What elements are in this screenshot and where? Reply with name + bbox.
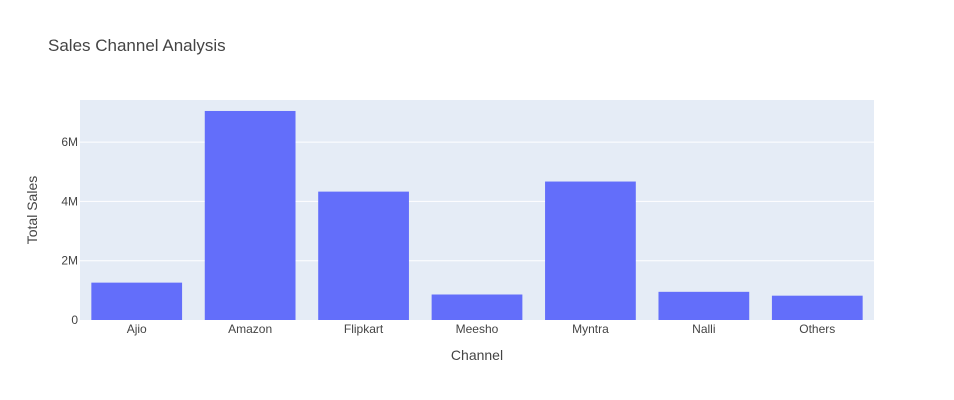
- x-axis-title: Channel: [451, 347, 503, 363]
- x-axis-ticks: Ajio Amazon Flipkart Meesho Myntra Nalli Other…: [127, 322, 836, 336]
- bar-myntra[interactable]: [545, 181, 636, 320]
- y-tick-label: 4M: [61, 194, 78, 208]
- bar-nalli[interactable]: [658, 291, 750, 320]
- x-tick-label: Flipkart: [344, 322, 384, 336]
- bars: [91, 110, 863, 320]
- bar-flipkart[interactable]: [318, 191, 409, 320]
- bar-ajio[interactable]: [91, 282, 183, 320]
- x-tick-label: Amazon: [228, 322, 272, 336]
- bar-others[interactable]: [771, 295, 863, 320]
- y-axis-title: Total Sales: [24, 176, 40, 244]
- x-tick-label: Others: [799, 322, 835, 336]
- chart-title: Sales Channel Analysis: [48, 36, 226, 55]
- x-tick-label: Ajio: [127, 322, 147, 336]
- y-tick-label: 6M: [61, 135, 78, 149]
- plot-area: [80, 100, 874, 320]
- bar-meesho[interactable]: [431, 294, 523, 320]
- y-tick-label: 2M: [61, 254, 78, 268]
- y-tick-label: 0: [71, 313, 78, 327]
- x-tick-label: Nalli: [692, 322, 715, 336]
- x-tick-label: Myntra: [572, 322, 609, 336]
- y-axis-ticks: 0 2M 4M 6M: [61, 135, 78, 327]
- bar-amazon[interactable]: [204, 110, 296, 320]
- x-tick-label: Meesho: [456, 322, 499, 336]
